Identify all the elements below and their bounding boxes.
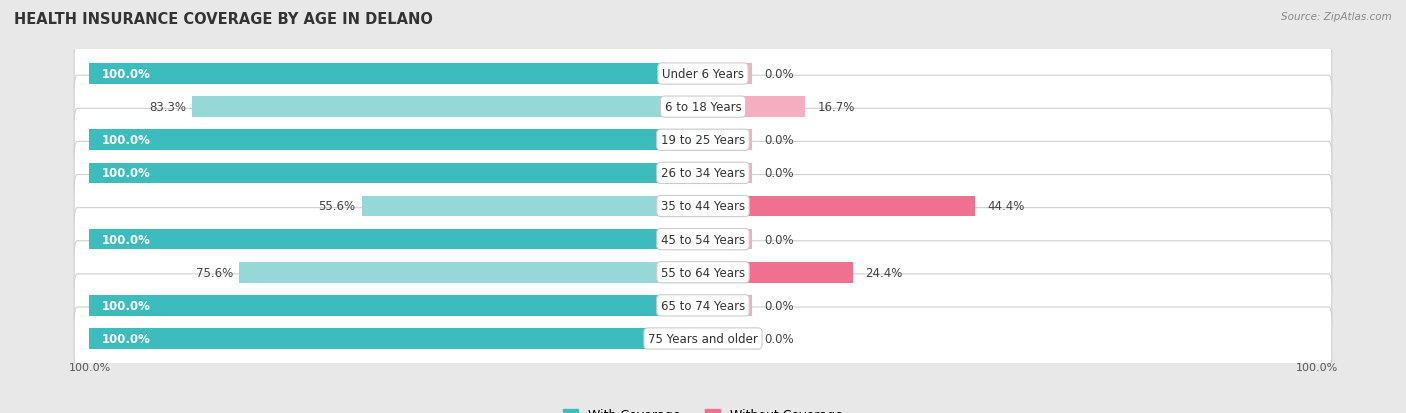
Text: 100.0%: 100.0% [101, 233, 150, 246]
FancyBboxPatch shape [75, 175, 1331, 238]
Text: 100.0%: 100.0% [101, 167, 150, 180]
FancyBboxPatch shape [75, 142, 1331, 205]
Text: Under 6 Years: Under 6 Years [662, 68, 744, 81]
Text: 0.0%: 0.0% [765, 299, 794, 312]
Bar [90, 163, 703, 184]
Text: 35 to 44 Years: 35 to 44 Years [661, 200, 745, 213]
Bar [703, 229, 752, 250]
FancyBboxPatch shape [75, 109, 1331, 172]
Legend: With Coverage, Without Coverage: With Coverage, Without Coverage [558, 404, 848, 413]
Bar [703, 262, 852, 283]
Text: 0.0%: 0.0% [765, 233, 794, 246]
Text: 100.0%: 100.0% [101, 68, 150, 81]
Text: Source: ZipAtlas.com: Source: ZipAtlas.com [1281, 12, 1392, 22]
Bar [193, 97, 703, 118]
Text: 45 to 54 Years: 45 to 54 Years [661, 233, 745, 246]
Text: 0.0%: 0.0% [765, 167, 794, 180]
Bar [703, 97, 806, 118]
Bar [703, 130, 752, 151]
Text: 75.6%: 75.6% [195, 266, 233, 279]
Text: 19 to 25 Years: 19 to 25 Years [661, 134, 745, 147]
Bar [703, 196, 976, 217]
Text: 65 to 74 Years: 65 to 74 Years [661, 299, 745, 312]
Bar [90, 295, 703, 316]
Text: 83.3%: 83.3% [149, 101, 186, 114]
Bar [361, 196, 703, 217]
Text: 0.0%: 0.0% [765, 68, 794, 81]
FancyBboxPatch shape [75, 208, 1331, 271]
Bar [703, 64, 752, 85]
FancyBboxPatch shape [75, 43, 1331, 106]
Text: 55.6%: 55.6% [319, 200, 356, 213]
Bar [90, 130, 703, 151]
Text: 100.0%: 100.0% [101, 299, 150, 312]
Bar [90, 328, 703, 349]
Text: 0.0%: 0.0% [765, 134, 794, 147]
Text: 24.4%: 24.4% [865, 266, 903, 279]
Bar [703, 328, 752, 349]
Bar [90, 64, 703, 85]
Text: 26 to 34 Years: 26 to 34 Years [661, 167, 745, 180]
Text: 0.0%: 0.0% [765, 332, 794, 345]
Text: 55 to 64 Years: 55 to 64 Years [661, 266, 745, 279]
Text: HEALTH INSURANCE COVERAGE BY AGE IN DELANO: HEALTH INSURANCE COVERAGE BY AGE IN DELA… [14, 12, 433, 27]
Bar [703, 295, 752, 316]
Bar [703, 163, 752, 184]
Text: 100.0%: 100.0% [101, 134, 150, 147]
Text: 16.7%: 16.7% [818, 101, 855, 114]
Text: 100.0%: 100.0% [101, 332, 150, 345]
FancyBboxPatch shape [75, 241, 1331, 304]
FancyBboxPatch shape [75, 274, 1331, 337]
Text: 44.4%: 44.4% [987, 200, 1025, 213]
Bar [239, 262, 703, 283]
FancyBboxPatch shape [75, 307, 1331, 370]
FancyBboxPatch shape [75, 76, 1331, 139]
Text: 75 Years and older: 75 Years and older [648, 332, 758, 345]
Text: 6 to 18 Years: 6 to 18 Years [665, 101, 741, 114]
Text: 100.0%: 100.0% [1295, 363, 1337, 373]
Bar [90, 229, 703, 250]
Text: 100.0%: 100.0% [69, 363, 111, 373]
